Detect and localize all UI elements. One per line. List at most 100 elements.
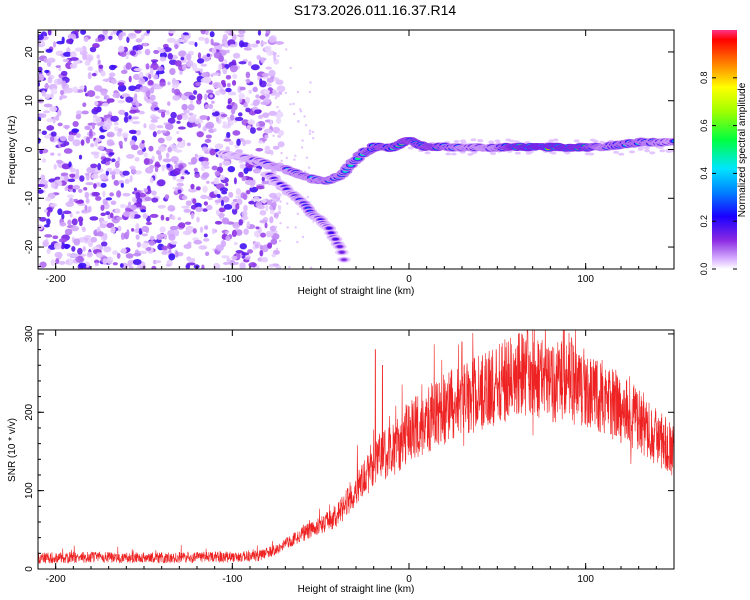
noise-blob <box>250 43 259 48</box>
noise-blob <box>196 131 204 138</box>
noise-blob <box>203 165 210 169</box>
noise-blob <box>407 146 414 150</box>
noise-blob <box>50 88 58 95</box>
noise-blob <box>274 92 281 98</box>
noise-blob <box>477 139 484 143</box>
noise-blob <box>260 257 269 263</box>
noise-blob <box>189 99 194 104</box>
noise-blob <box>157 46 161 50</box>
noise-blob <box>106 131 115 138</box>
noise-blob <box>243 102 248 108</box>
noise-blob <box>85 182 94 186</box>
noise-blob <box>203 238 210 242</box>
noise-blob <box>275 247 279 250</box>
noise-blob <box>293 158 296 161</box>
noise-blob <box>120 69 128 75</box>
noise-blob <box>188 112 194 116</box>
noise-blob <box>38 189 44 194</box>
noise-blob <box>212 128 217 132</box>
noise-blob <box>161 250 168 255</box>
noise-blob <box>38 81 41 87</box>
noise-blob <box>238 30 246 35</box>
noise-blob <box>488 140 495 144</box>
noise-blob <box>218 65 223 70</box>
noise-blob <box>125 62 132 70</box>
noise-blob <box>158 145 167 152</box>
noise-blob <box>185 200 192 207</box>
noise-blob <box>85 261 90 268</box>
noise-blob <box>105 170 110 176</box>
noise-blob <box>69 51 77 58</box>
noise-blob <box>69 212 73 218</box>
noise-blob <box>255 40 260 44</box>
noise-blob <box>211 42 220 46</box>
noise-blob <box>450 152 457 156</box>
noise-blob <box>110 78 117 85</box>
noise-blob <box>174 80 180 87</box>
x-tick-label: 0 <box>406 574 412 585</box>
noise-blob <box>55 65 62 69</box>
noise-blob <box>120 247 127 254</box>
noise-blob <box>246 221 251 228</box>
noise-blob <box>60 70 68 76</box>
noise-blob <box>308 132 312 135</box>
noise-blob <box>248 89 252 94</box>
noise-blob <box>153 49 160 54</box>
noise-blob <box>279 221 282 225</box>
noise-blob <box>275 216 279 220</box>
noise-blob <box>129 212 135 220</box>
noise-blob <box>303 115 306 118</box>
noise-blob <box>219 187 229 193</box>
noise-blob <box>618 152 625 156</box>
noise-blob <box>226 257 231 263</box>
noise-blob <box>238 171 244 178</box>
noise-blob <box>182 63 187 71</box>
noise-blob <box>222 121 227 126</box>
noise-blob <box>167 52 173 60</box>
noise-blob <box>235 229 243 236</box>
noise-blob <box>222 34 228 41</box>
noise-blob <box>235 250 244 254</box>
y-tick-label: 10 <box>24 95 35 107</box>
noise-blob <box>228 140 234 146</box>
noise-blob <box>117 84 127 92</box>
noise-blob <box>158 48 166 54</box>
noise-blob <box>263 89 270 95</box>
noise-blob <box>267 242 273 249</box>
noise-blob <box>299 108 302 111</box>
noise-blob <box>125 55 129 59</box>
noise-blob <box>264 222 268 229</box>
noise-blob <box>108 76 114 80</box>
noise-blob <box>203 233 208 238</box>
noise-blob <box>105 197 113 201</box>
noise-blob <box>228 91 234 96</box>
noise-blob <box>239 86 246 91</box>
noise-blob <box>39 113 47 118</box>
noise-blob <box>157 179 166 187</box>
noise-blob <box>66 252 72 257</box>
noise-blob <box>131 228 135 232</box>
noise-blob <box>149 213 159 218</box>
noise-blob <box>120 183 124 188</box>
noise-blob <box>260 101 269 105</box>
noise-blob <box>102 258 108 266</box>
noise-blob <box>309 81 312 84</box>
noise-blob <box>272 77 280 81</box>
noise-blob <box>272 134 275 137</box>
colorbar-tick-label: 0.4 <box>699 167 709 180</box>
noise-blob <box>43 103 53 108</box>
noise-blob <box>56 159 63 164</box>
noise-blob <box>113 179 120 186</box>
noise-blob <box>160 214 165 221</box>
noise-blob <box>275 41 285 45</box>
noise-blob <box>157 204 166 209</box>
noise-blob <box>81 110 89 115</box>
noise-blob <box>220 113 228 118</box>
noise-blob <box>81 226 86 233</box>
noise-blob <box>40 174 46 182</box>
noise-blob <box>184 170 189 174</box>
noise-blob <box>39 180 48 185</box>
noise-blob <box>183 208 192 213</box>
noise-blob <box>133 198 138 204</box>
